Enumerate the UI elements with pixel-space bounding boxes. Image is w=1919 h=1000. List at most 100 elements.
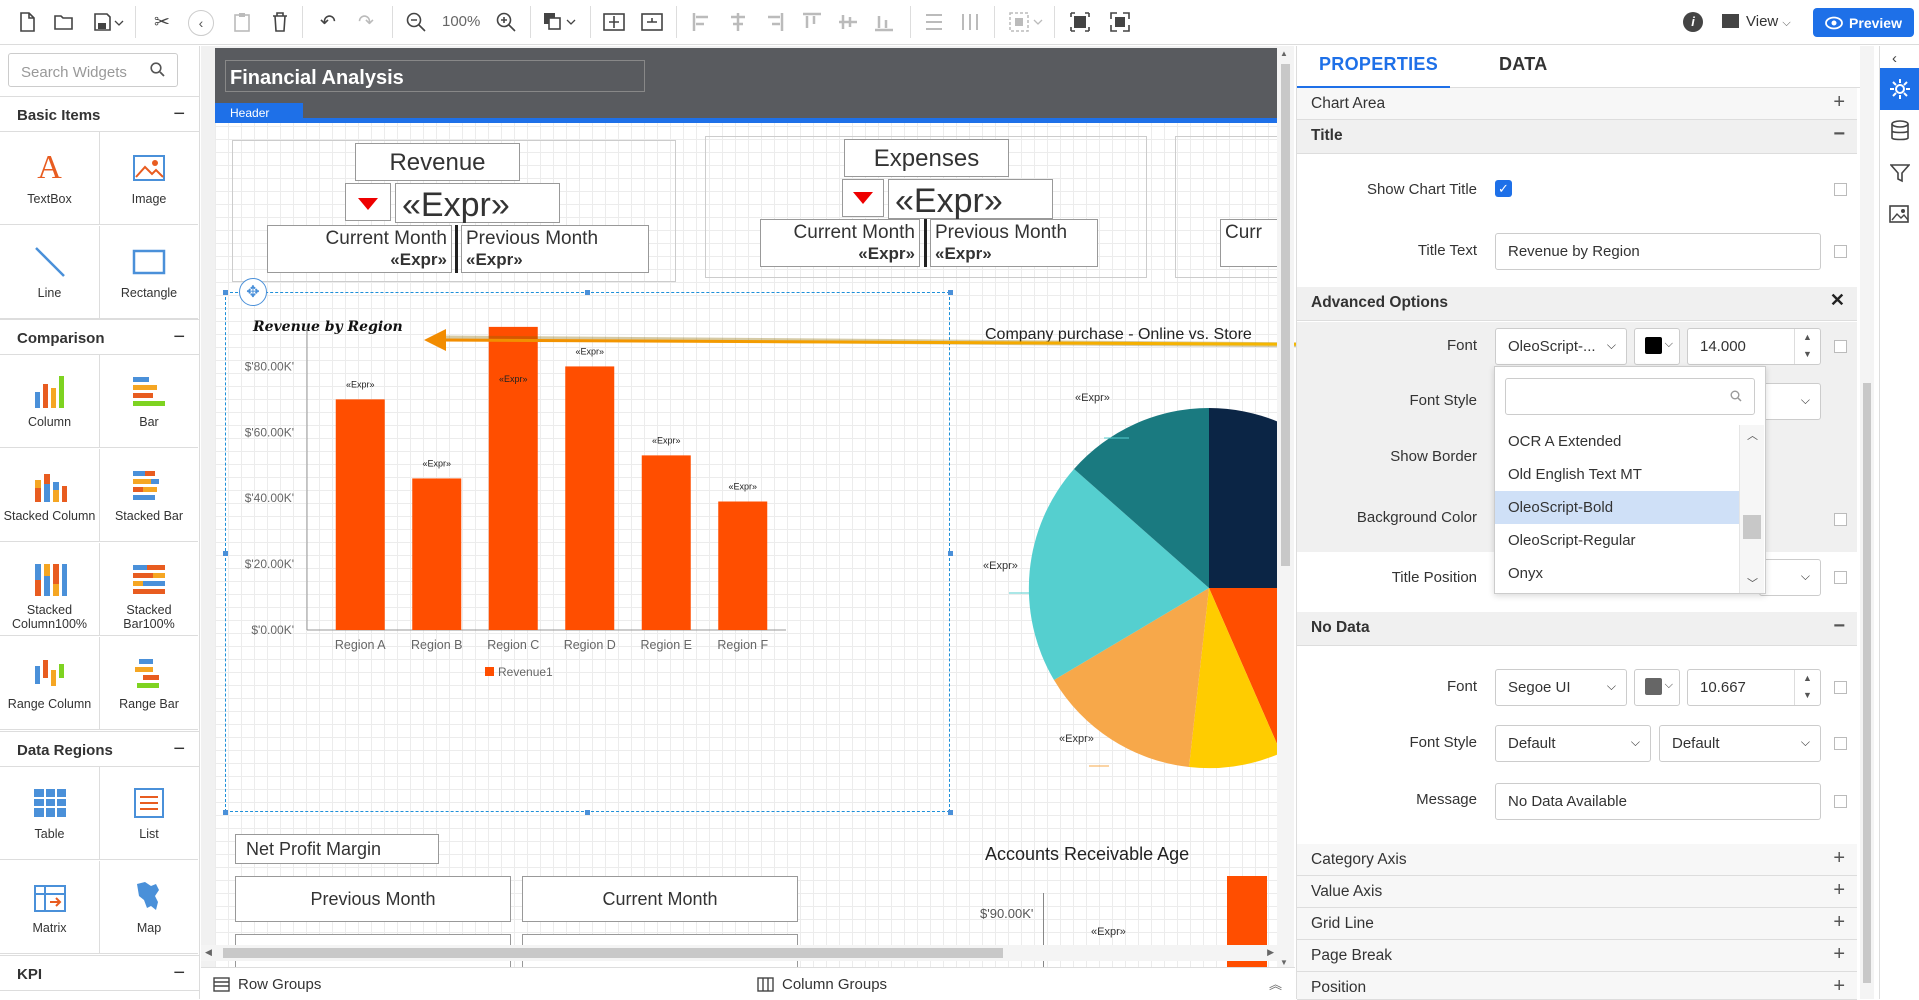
paste-icon[interactable]: [228, 9, 256, 35]
distribute-vertical-icon[interactable]: [956, 9, 984, 35]
widget-bar[interactable]: Bar: [99, 355, 198, 448]
search-widgets-input[interactable]: Search Widgets: [8, 53, 178, 87]
font-dropdown-list[interactable]: OCR A Extended Old English Text MT OleoS…: [1494, 366, 1766, 594]
report-title[interactable]: Financial Analysis: [225, 60, 645, 92]
fit-page-icon[interactable]: [1106, 9, 1134, 35]
nd-font-size-spinner[interactable]: ▲ ▼: [1794, 670, 1820, 705]
tab-properties[interactable]: PROPERTIES: [1319, 54, 1439, 74]
redo-icon[interactable]: ↷: [358, 11, 374, 33]
override-checkbox[interactable]: [1834, 513, 1847, 526]
nd-font-color-picker[interactable]: ⌵: [1634, 669, 1680, 706]
widget-line[interactable]: Line: [0, 226, 99, 319]
category-axis-section[interactable]: Category Axis +: [1297, 844, 1857, 876]
override-checkbox[interactable]: [1834, 681, 1847, 694]
widget-column[interactable]: Column: [0, 355, 99, 448]
pie-chart[interactable]: [979, 388, 1279, 788]
nd-font-weight-select[interactable]: Default ⌵: [1659, 725, 1821, 762]
resize-handle[interactable]: [223, 810, 228, 815]
save-icon[interactable]: [90, 9, 128, 35]
collapse-panel-button[interactable]: ‹: [188, 10, 214, 36]
section-kpi[interactable]: KPI −: [0, 955, 199, 991]
position-section[interactable]: Position +: [1297, 972, 1857, 1000]
design-canvas[interactable]: Financial Analysis Header Revenue «Expr»…: [201, 46, 1279, 967]
zoom-out-icon[interactable]: [402, 9, 430, 35]
widget-textbox[interactable]: A TextBox: [0, 132, 99, 225]
resize-handle[interactable]: [948, 551, 953, 556]
expand-grouping-icon[interactable]: ︽: [1269, 977, 1283, 992]
widget-image[interactable]: Image: [99, 132, 198, 225]
preview-button[interactable]: Preview: [1813, 8, 1914, 37]
settings-icon[interactable]: [1880, 68, 1919, 110]
resize-handle[interactable]: [223, 290, 228, 295]
undo-icon[interactable]: ↶: [320, 11, 336, 33]
widget-range-bar[interactable]: Range Bar: [99, 637, 198, 730]
font-option[interactable]: OCR A Extended: [1508, 433, 1622, 450]
canvas-vertical-scrollbar[interactable]: ▲ ▼: [1277, 46, 1294, 970]
align-center-icon[interactable]: [724, 9, 752, 35]
font-color-picker[interactable]: ⌵: [1634, 328, 1680, 365]
resize-handle[interactable]: [948, 810, 953, 815]
expenses-kpi[interactable]: Expenses «Expr» Current Month «Expr» Prev…: [705, 136, 1147, 278]
value-axis-section[interactable]: Value Axis +: [1297, 876, 1857, 908]
message-input[interactable]: No Data Available: [1495, 783, 1821, 820]
section-data-regions[interactable]: Data Regions −: [0, 731, 199, 767]
resize-handle[interactable]: [585, 290, 590, 295]
resize-handle[interactable]: [948, 290, 953, 295]
title-position-select[interactable]: ⌵: [1759, 559, 1821, 596]
font-select[interactable]: OleoScript-... ⌵: [1495, 328, 1627, 365]
chevron-left-icon[interactable]: ‹: [1892, 50, 1897, 67]
widget-rectangle[interactable]: Rectangle: [99, 226, 198, 319]
section-comparison[interactable]: Comparison −: [0, 319, 199, 355]
cut-icon[interactable]: ✂: [154, 11, 170, 33]
font-option[interactable]: OleoScript-Regular: [1508, 532, 1636, 549]
font-search-input[interactable]: [1505, 378, 1755, 415]
collapse-icon[interactable]: [638, 9, 666, 35]
row-groups-button[interactable]: Row Groups: [213, 976, 321, 993]
override-checkbox[interactable]: [1834, 183, 1847, 196]
chart-area-section[interactable]: Chart Area +: [1297, 88, 1857, 120]
zoom-in-icon[interactable]: [492, 9, 520, 35]
revenue-kpi[interactable]: Revenue «Expr» Current Month «Expr» Previ…: [232, 140, 676, 282]
widget-matrix[interactable]: Matrix: [0, 861, 99, 954]
expand-icon[interactable]: [600, 9, 628, 35]
properties-scrollbar[interactable]: [1860, 46, 1874, 999]
widget-table[interactable]: Table: [0, 767, 99, 860]
order-icon[interactable]: [540, 9, 580, 35]
resize-handle[interactable]: [223, 551, 228, 556]
show-chart-title-checkbox[interactable]: ✓: [1495, 180, 1512, 197]
font-option[interactable]: Old English Text MT: [1508, 466, 1642, 483]
override-checkbox[interactable]: [1834, 737, 1847, 750]
nd-font-select[interactable]: Segoe UI ⌵: [1495, 669, 1627, 706]
override-checkbox[interactable]: [1834, 340, 1847, 353]
align-right-icon[interactable]: [760, 9, 788, 35]
info-icon[interactable]: i: [1683, 12, 1703, 32]
delete-icon[interactable]: [266, 9, 294, 35]
filter-icon[interactable]: [1880, 152, 1919, 194]
override-checkbox[interactable]: [1834, 795, 1847, 808]
grid-line-section[interactable]: Grid Line +: [1297, 908, 1857, 940]
distribute-horizontal-icon[interactable]: [920, 9, 948, 35]
tab-data[interactable]: DATA: [1499, 54, 1548, 74]
column-groups-button[interactable]: Column Groups: [757, 976, 887, 993]
revenue-chart[interactable]: Revenue by Region $'0.00K' $'20.00K' $'40.0…: [225, 292, 950, 812]
page-break-section[interactable]: Page Break +: [1297, 940, 1857, 972]
report-page[interactable]: Financial Analysis Header Revenue «Expr»…: [215, 48, 1279, 967]
no-data-section[interactable]: No Data −: [1297, 612, 1857, 646]
widget-list[interactable]: List: [99, 767, 198, 860]
zoom-level[interactable]: 100%: [442, 13, 481, 30]
title-text-input[interactable]: Revenue by Region: [1495, 233, 1821, 270]
report-header[interactable]: Financial Analysis Header: [215, 48, 1279, 123]
align-middle-icon[interactable]: [834, 9, 862, 35]
section-basic-items[interactable]: Basic Items −: [0, 96, 199, 132]
open-folder-icon[interactable]: [50, 9, 78, 35]
move-handle-icon[interactable]: ✥: [239, 278, 267, 306]
widget-stacked-column-100[interactable]: Stacked Column100%: [0, 543, 99, 636]
font-size-input[interactable]: 14.000: [1687, 328, 1821, 365]
resize-handle[interactable]: [585, 810, 590, 815]
widget-stacked-bar[interactable]: Stacked Bar: [99, 449, 198, 542]
widget-stacked-column[interactable]: Stacked Column: [0, 449, 99, 542]
override-checkbox[interactable]: [1834, 571, 1847, 584]
advanced-options-section[interactable]: Advanced Options ✕: [1297, 287, 1857, 321]
font-option[interactable]: Onyx: [1508, 565, 1544, 582]
third-kpi[interactable]: Curr: [1175, 136, 1279, 278]
